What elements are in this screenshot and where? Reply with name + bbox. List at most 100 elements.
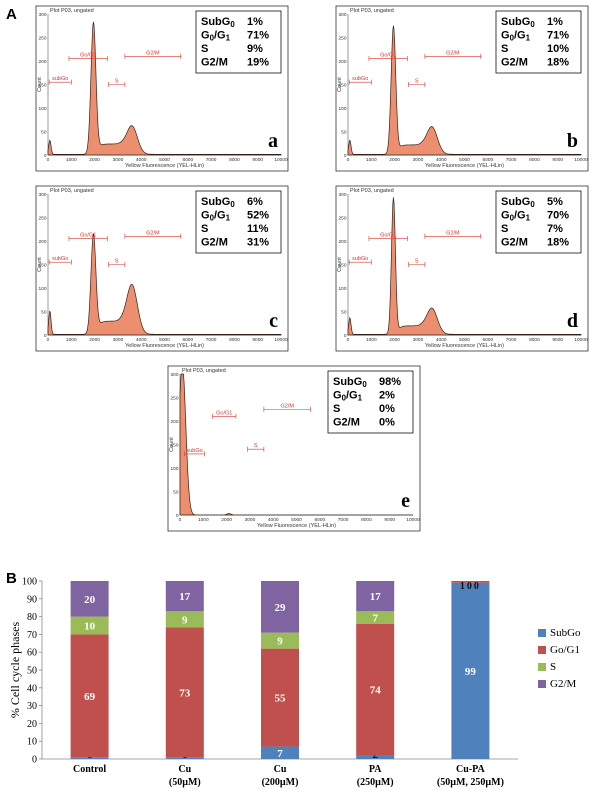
y-tick-label: 100 (38, 286, 46, 292)
x-tick-label: 1000 (366, 157, 377, 163)
x-axis-label: Yellow Fluorescence (YEL-HLin) (257, 523, 336, 529)
x-tick-label: 5000 (459, 337, 470, 343)
plot-title: Plot P03, ungated (350, 188, 394, 194)
bar-segment-go-g1 (261, 648, 299, 747)
gate-subgo: subGo (348, 256, 372, 265)
gate-subgo: subGo (348, 76, 372, 85)
gate-s: S (247, 443, 265, 452)
x-tick-label: 5000 (459, 157, 470, 163)
y-tick-label: 150 (38, 82, 46, 88)
stat-label: SubG0 (333, 376, 367, 389)
bar-segment-go-g1 (165, 627, 204, 758)
gate-go-g1: Go/G1 (368, 233, 408, 242)
gate-s: S (408, 79, 426, 87)
y-tick-label: 20 (27, 719, 37, 730)
x-tick-label: 6000 (314, 517, 325, 523)
x-tick-label: 2000 (389, 157, 400, 163)
x-tick-label: 10000 (406, 517, 420, 523)
data-label: 10 (84, 621, 96, 633)
y-tick-label: 50 (27, 666, 37, 677)
stat-label: G0/G1 (501, 30, 531, 43)
stat-value: 0% (379, 417, 395, 429)
y-tick-label: 250 (338, 215, 346, 221)
x-tick-label: 3000 (113, 157, 124, 163)
data-label: 73 (179, 687, 191, 699)
data-label: 7 (372, 612, 378, 624)
svg-text:S: S (415, 259, 419, 265)
x-tick-label: 4000 (136, 337, 147, 343)
stat-label: G0/G1 (333, 390, 363, 403)
plot-title: Plot P03, ungated (50, 188, 94, 194)
gate-go-g1: Go/G1 (212, 410, 237, 419)
y-tick-label: 300 (38, 192, 46, 198)
stat-label: S (333, 403, 340, 415)
gate-g2-m: G2/M (124, 230, 182, 239)
stat-value: 31% (247, 237, 269, 249)
gate-go-g1: Go/G1 (368, 53, 408, 62)
y-tick-label: 80 (27, 612, 37, 623)
svg-text:subGo: subGo (52, 76, 68, 82)
stat-value: 1% (547, 16, 563, 28)
x-tick-label: 0 (47, 337, 50, 343)
svg-text:G2/M: G2/M (146, 50, 160, 56)
panel-letter: c (269, 310, 278, 332)
y-tick-label: 100 (22, 577, 37, 588)
data-label: 7 (277, 748, 283, 760)
plot-title: Plot P03, ungated (50, 8, 94, 14)
svg-text:subGo: subGo (352, 256, 368, 262)
stat-value: 52% (247, 210, 269, 222)
bar-segment-g2-m (356, 581, 395, 612)
data-label: 9 (277, 636, 283, 648)
svg-text:subGo: subGo (352, 76, 368, 82)
bar-segment-s (165, 611, 204, 628)
histogram-area (47, 233, 282, 336)
stat-value: 7% (547, 223, 563, 235)
panel-letter: d (567, 310, 578, 332)
gate-s: S (108, 79, 126, 87)
y-axis-label: Count (37, 77, 43, 92)
y-axis-label: % Cell cycle phases (8, 622, 22, 719)
x-tick-label: 0 (47, 157, 50, 163)
stat-value: 10% (547, 43, 569, 55)
bar-segment-subgo (70, 757, 109, 759)
x-tick-label: 5000 (291, 517, 302, 523)
stat-value: 19% (247, 57, 269, 69)
legend: SubGo Go/G1 S G2/M (538, 627, 581, 690)
y-tick-label: 300 (338, 192, 346, 198)
bar-segment-subgo (165, 757, 204, 759)
stat-label: S (501, 43, 508, 55)
x-axis-label: Yellow Fluorescence (YEL-HLin) (125, 163, 204, 169)
stat-label: G0/G1 (201, 210, 231, 223)
x-tick-label: 7000 (206, 157, 217, 163)
svg-text:Go/G1: Go/G1 (80, 233, 96, 239)
x-tick-label: 10000 (274, 157, 288, 163)
legend-swatch (538, 680, 546, 688)
x-tick-label: 8000 (229, 337, 240, 343)
x-tick-label: 5000 (159, 337, 170, 343)
stat-value: 11% (247, 223, 269, 235)
category-label: Cu (274, 764, 287, 775)
y-tick-label: 150 (338, 262, 346, 268)
data-label: 55 (275, 693, 287, 705)
x-tick-label: 6000 (182, 337, 193, 343)
x-tick-label: 9000 (384, 517, 395, 523)
stat-label: G2/M (501, 237, 528, 249)
x-axis-label: Yellow Fluorescence (YEL-HLin) (125, 343, 204, 349)
data-label: 17 (370, 591, 382, 603)
x-tick-label: 2000 (89, 337, 100, 343)
x-tick-label: 7000 (338, 517, 349, 523)
histogram-area (179, 373, 413, 516)
stat-label: S (501, 223, 508, 235)
legend-swatch (538, 663, 546, 671)
x-tick-label: 1000 (198, 517, 209, 523)
category-label-sub: (50µM) (169, 777, 201, 788)
y-axis-label: Count (337, 77, 343, 92)
y-tick-label: 30 (27, 701, 37, 712)
bar-segment-subgo (451, 582, 490, 759)
gate-g2-m: G2/M (424, 230, 482, 239)
gate-g2-m: G2/M (263, 403, 311, 412)
stat-value: 0% (379, 403, 395, 415)
bar-segment-go-g1 (70, 634, 109, 758)
y-tick-label: 0 (44, 153, 47, 159)
